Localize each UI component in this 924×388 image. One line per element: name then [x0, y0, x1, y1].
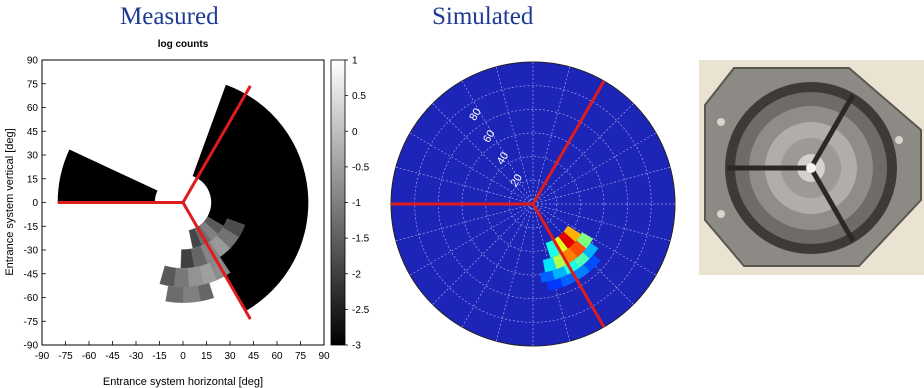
simulated-cell-8	[542, 257, 557, 273]
measured-cell-16	[182, 285, 201, 303]
simulated-title: Simulated	[432, 3, 534, 30]
simulated-cell-3	[545, 240, 560, 259]
measured-ytick-9: -45	[24, 269, 39, 280]
measured-ytick-5: 15	[27, 174, 39, 185]
measured-cell-6	[209, 234, 231, 258]
measured-cell-15	[197, 282, 215, 302]
simulated-cell-2	[552, 236, 568, 255]
measured-xtick-8: 30	[224, 351, 236, 362]
measured-xtick-5: -15	[152, 351, 167, 362]
colorbar-tick-4: -1	[352, 198, 361, 209]
colorbar-tick-8: -3	[352, 341, 361, 352]
measured-xlabel: Entrance system horizontal [deg]	[103, 376, 263, 388]
measured-ytick-12: -90	[24, 341, 39, 352]
measured-chart: log counts -90 -75 -60 -45 -30 -15 0 15 30 45 60 75…	[4, 39, 370, 388]
simulated-cell-0	[563, 225, 582, 243]
measured-chart-title: log counts	[158, 39, 209, 50]
colorbar-tick-5: -1.5	[352, 234, 370, 245]
simulated-cell-15	[572, 264, 590, 281]
simulated-separator-0	[531, 80, 606, 205]
measured-separator-2	[181, 201, 252, 320]
simulated-ring	[461, 132, 605, 276]
simulated-cell-9	[582, 242, 599, 259]
colorbar-tick-6: -2	[352, 269, 361, 280]
measured-ytick-6: 0	[32, 198, 38, 209]
measured-xtick-12: 90	[318, 351, 330, 362]
simulated-chart: 80 60 40 20	[390, 61, 676, 347]
simulated-ring-label-1: 60	[481, 128, 498, 145]
measured-xtick-2: -60	[82, 351, 97, 362]
simulated-cell-1	[558, 231, 576, 249]
measured-ytick-2: 60	[27, 103, 39, 114]
simulated-ring	[414, 85, 652, 323]
measured-xtick-11: 75	[295, 351, 307, 362]
measured-ytick-7: -15	[24, 222, 39, 233]
simulated-cell-10	[573, 252, 590, 268]
measured-ylabel: Entrance system vertical [deg]	[4, 128, 16, 275]
measured-cell-5	[216, 227, 240, 249]
simulated-cell-5	[569, 240, 587, 258]
measured-cell-4	[222, 218, 246, 238]
measured-xtick-3: -45	[105, 351, 120, 362]
measured-cell-14	[159, 265, 177, 287]
simulated-separator-2	[531, 203, 606, 328]
measured-xtick-7: 15	[201, 351, 213, 362]
measured-ytick-10: -60	[24, 293, 39, 304]
colorbar-tick-0: 1	[352, 56, 358, 67]
measured-xtick-1: -75	[58, 351, 73, 362]
simulated-ring-label-3: 20	[508, 172, 525, 189]
simulated-cell-17	[546, 278, 564, 292]
measured-cell-13	[173, 267, 190, 288]
measured-xtick-0: -90	[35, 351, 50, 362]
measured-cell-17	[165, 285, 184, 303]
device-photo	[699, 60, 924, 275]
colorbar-tick-7: -2.5	[352, 305, 370, 316]
measured-ytick-0: 90	[27, 56, 39, 67]
measured-ytick-1: 75	[27, 79, 39, 90]
measured-xtick-10: 60	[271, 351, 283, 362]
colorbar-tick-2: 0	[352, 127, 358, 138]
device-vanes	[727, 93, 856, 243]
measured-ytick-4: 30	[27, 151, 39, 162]
measured-xtick-6: 0	[180, 351, 186, 362]
measured-xtick-4: -30	[129, 351, 144, 362]
simulated-ring-label-0: 80	[467, 106, 484, 123]
colorbar-tick-3: -0.5	[352, 162, 370, 173]
simulated-cell-13	[540, 270, 555, 283]
simulated-cell-12	[552, 266, 568, 280]
colorbar	[330, 59, 346, 346]
measured-ytick-11: -75	[24, 317, 39, 328]
measured-title: Measured	[120, 3, 219, 30]
simulated-cell-14	[583, 254, 601, 272]
colorbar-tick-1: 0.5	[352, 91, 366, 102]
measured-separator-0	[181, 85, 252, 204]
measured-ytick-3: 45	[27, 127, 39, 138]
simulated-cell-4	[576, 232, 594, 249]
measured-fov-sector-1	[57, 149, 183, 203]
simulated-ring-label-2: 40	[495, 150, 512, 167]
measured-xtick-9: 45	[248, 351, 260, 362]
simulated-cell-7	[552, 253, 568, 270]
measured-ytick-8: -30	[24, 246, 39, 257]
